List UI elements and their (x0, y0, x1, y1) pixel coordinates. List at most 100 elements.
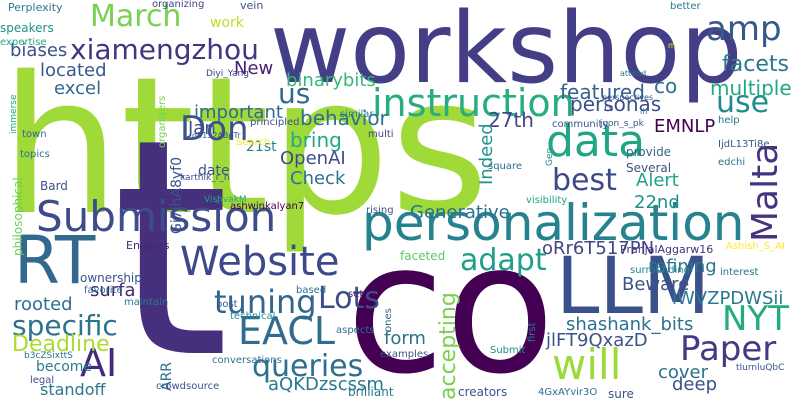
word-indeed: Indeed (476, 123, 497, 185)
word-ijdl13ti8e: IjdL13Ti8e (718, 139, 770, 150)
word-square: square (488, 161, 523, 172)
word-instruction: instruction (372, 81, 575, 125)
word-important: important (194, 102, 283, 123)
word-rt: RT (14, 222, 96, 299)
word-facets: facets (722, 52, 789, 77)
word-crowdsource: crowdsource (156, 381, 220, 392)
word-cover: cover (658, 362, 709, 383)
word-engines: Engines (126, 239, 170, 252)
word-better: better (670, 1, 701, 12)
word-tiurnluqbc: tIurnluQbC (736, 363, 785, 373)
word-maintain: maintain (124, 297, 169, 308)
word-malta: Malta (745, 142, 786, 242)
word-ashwinkalyan7: ashwinkalyan7 (230, 201, 305, 212)
word-march: March (90, 0, 182, 34)
word-post: post (216, 299, 238, 310)
word-conversations: conversations (212, 355, 282, 366)
word-help: help (718, 115, 740, 126)
word-aqkdzscssm: aQKDzscssm (268, 374, 384, 395)
word-several: Several (626, 161, 672, 175)
word-immerse: immerse (9, 94, 19, 134)
word-expertise: expertise (0, 37, 47, 48)
word-attend: attend (620, 69, 647, 78)
word-vishvakm: VishvakM (204, 195, 247, 205)
word-us: us (278, 77, 311, 110)
word-https: https (0, 36, 490, 257)
word-accepting: accepting (436, 292, 461, 400)
word-provide: provide (626, 145, 672, 159)
word-amp: amp (706, 9, 782, 49)
word-submission: Submission (36, 192, 277, 241)
word-co: co (346, 205, 556, 400)
word-favorite: favorite (84, 285, 123, 296)
word-visibility: visibility (526, 195, 568, 206)
word-work: work (210, 15, 244, 31)
word-new: New (234, 58, 274, 79)
word-form: form (384, 328, 426, 349)
word-generative: Generative (410, 202, 510, 223)
word-paper: Paper (680, 329, 777, 369)
word-first: first (527, 322, 538, 342)
word-aspects: aspects (336, 325, 375, 336)
word-ashish-s-ai: Ashish_S_AI (726, 241, 785, 252)
word-alert: Alert (636, 170, 679, 191)
word-creators: creators (458, 385, 508, 399)
word-llm: LLM (556, 242, 711, 332)
word-b3czsixtts: b3cZSixttS (24, 351, 73, 361)
word-rooted: rooted (14, 294, 73, 315)
word-use: use (716, 85, 770, 120)
word-adapt: adapt (460, 243, 547, 278)
word-ones: ones (383, 308, 394, 332)
word-co: co (654, 74, 678, 98)
word-deep: deep (672, 374, 717, 395)
word-check: Check (290, 168, 346, 189)
word-search: Search (236, 137, 271, 148)
word-4gxayvir3o: 4GxAYvir3O (538, 387, 598, 398)
word-xiamengzhou: xiamengzhou (70, 33, 259, 66)
word-m: m (668, 41, 676, 50)
word-diyi-yang: Diyi_Yang (206, 69, 249, 79)
word-faceted: faceted (400, 249, 446, 263)
word-data: data (546, 116, 646, 167)
word-interest: interest (720, 267, 759, 278)
word-perspectives: perspectives (602, 93, 654, 102)
word-examples: examples (380, 349, 429, 360)
word-standoff: standoff (40, 380, 106, 399)
word-surfa: surfa (90, 280, 136, 301)
word-excel: excel (54, 78, 102, 99)
word-t: t (112, 75, 230, 400)
word-karthik-r-n: karthik_r_n (180, 173, 230, 183)
word-jan: Jan (188, 118, 216, 139)
word-lots: Lots (318, 281, 380, 316)
word-orr6t517pn: oRr6T517PN (542, 238, 655, 259)
word-q5152abptr: q5152ABpTr (192, 131, 241, 140)
word-pranjalaggarw16: PranjalAggarw16 (620, 243, 714, 256)
word-vein: vein (240, 0, 264, 12)
word-philosophical: philosophical (11, 176, 25, 256)
word-edchi: edchi (718, 157, 746, 168)
word-speakers: speakers (0, 21, 54, 35)
word-legal: legal (30, 375, 55, 386)
word-submit: Submit (490, 345, 526, 356)
word-gi7iha8yf0: Gi7ihA8yf0 (169, 156, 185, 234)
word-jlft9qxazd: jlFT9QxazD (546, 330, 648, 351)
word-emnlp: EMNLP (654, 116, 716, 137)
word-joon-s-pk: joon_s_pk (600, 119, 644, 129)
word-become: become (36, 359, 93, 375)
word-set: set (348, 289, 364, 300)
word-located: located (40, 60, 107, 81)
word-date: date (198, 163, 230, 179)
word-bard: Bard (40, 179, 68, 193)
word-workshop: workshop (270, 0, 743, 106)
word-sure: sure (608, 387, 634, 400)
word-tuning: tuning (214, 283, 317, 321)
word-queries: queries (252, 349, 364, 384)
word-22nd: 22nd (634, 192, 680, 213)
word-lh: lh (640, 107, 648, 116)
word-town: town (22, 129, 47, 140)
word-behavior: behavior (300, 106, 388, 130)
word-multi: multi (368, 129, 394, 140)
word-beware: Beware (622, 274, 690, 295)
word-personalization: personalization (362, 194, 745, 252)
word-biases: biases (10, 40, 68, 61)
